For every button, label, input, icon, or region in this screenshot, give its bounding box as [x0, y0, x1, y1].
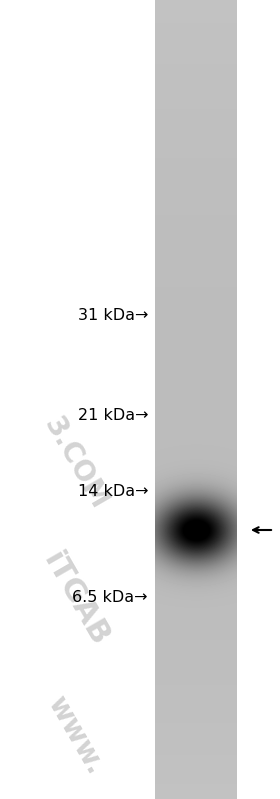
Text: 14 kDa→: 14 kDa→	[78, 484, 148, 499]
Text: 21 kDa→: 21 kDa→	[78, 408, 148, 423]
Text: 6.5 kDa→: 6.5 kDa→	[73, 590, 148, 606]
Text: 31 kDa→: 31 kDa→	[78, 308, 148, 324]
Text: iTGAB: iTGAB	[37, 547, 114, 651]
Text: www.: www.	[42, 691, 109, 779]
Text: 3.COM: 3.COM	[38, 412, 113, 515]
